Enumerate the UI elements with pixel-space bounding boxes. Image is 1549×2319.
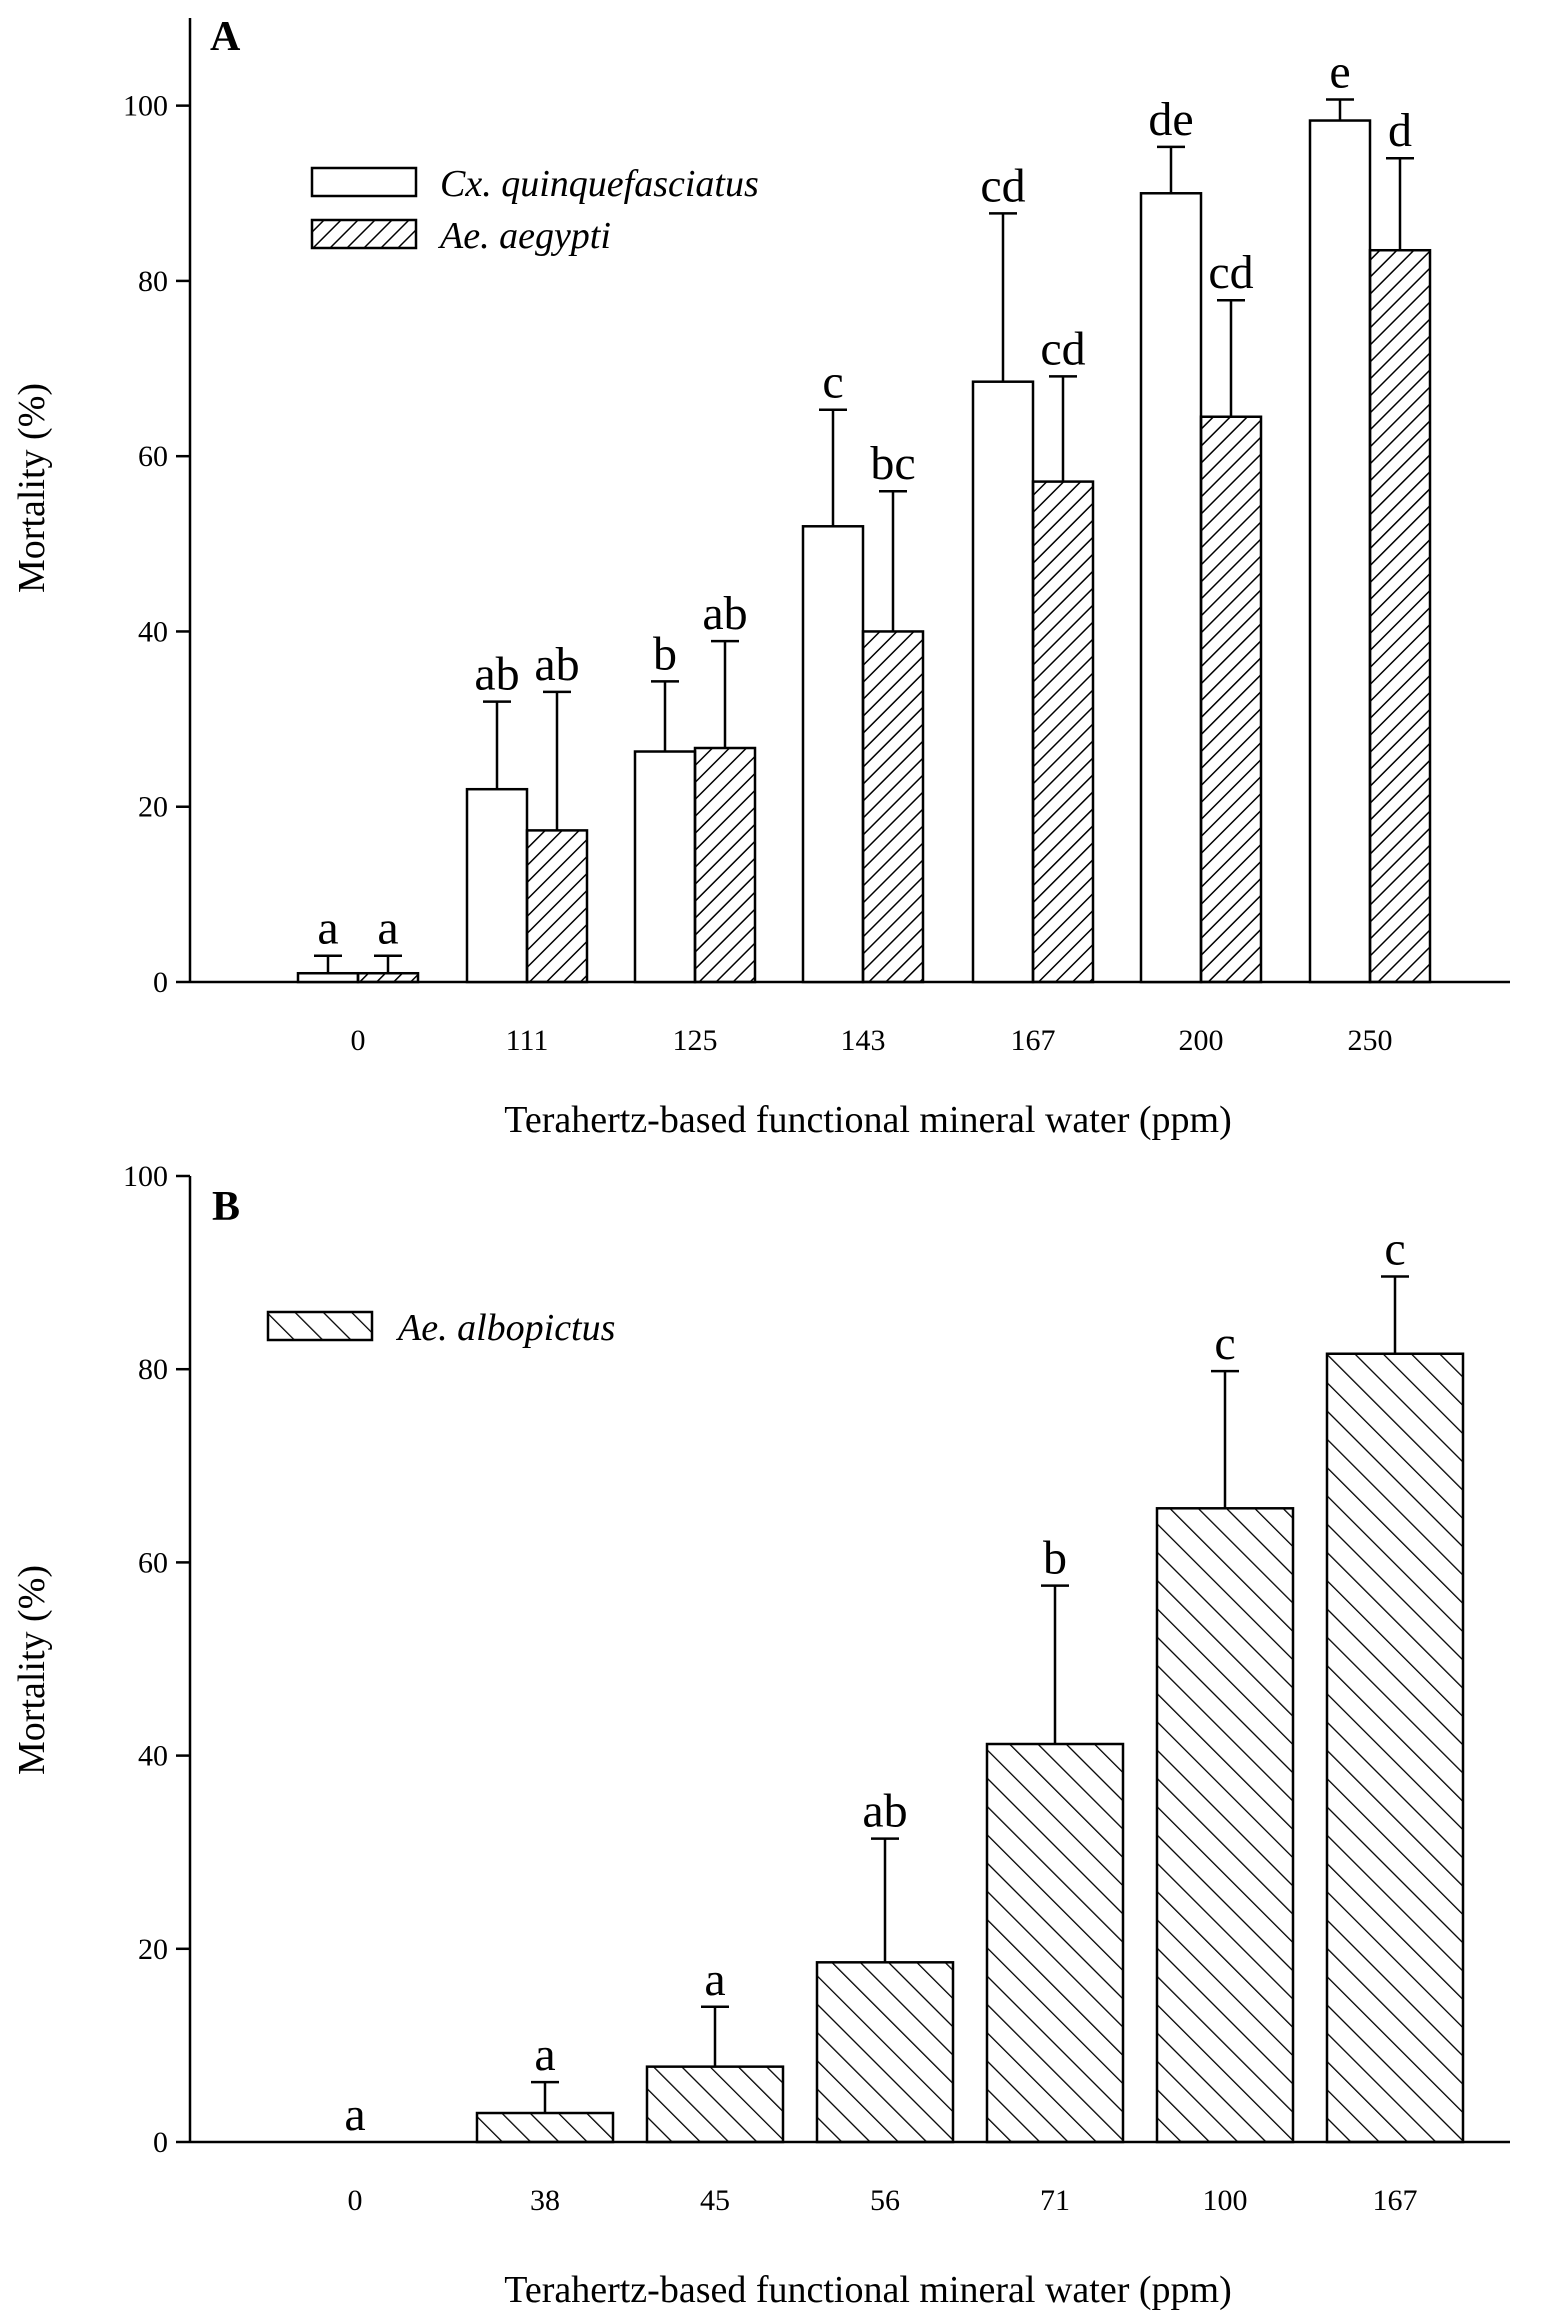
- y-tick-label: 60: [138, 440, 168, 473]
- bar: [1155, 1507, 1295, 2144]
- bar: [465, 787, 529, 984]
- panel-a-letter: A: [210, 14, 241, 60]
- panel-a-chart: A Mortality (%) Terahertz-based function…: [11, 14, 1510, 1141]
- bar: [815, 1961, 955, 2144]
- y-tick-label: 20: [138, 1933, 168, 1966]
- x-tick-label: 45: [700, 2184, 730, 2217]
- bar: [525, 829, 589, 984]
- x-tick-label: 200: [1179, 1024, 1224, 1057]
- x-tick-label: 0: [351, 1024, 366, 1057]
- significance-label: bc: [870, 437, 915, 490]
- x-tick-label: 167: [1011, 1024, 1056, 1057]
- significance-label: c: [1214, 1317, 1235, 1370]
- y-tick-label: 60: [138, 1546, 168, 1579]
- panel-b-chart: B Mortality (%) Terahertz-based function…: [11, 1160, 1510, 2311]
- y-tick-label: 100: [123, 1160, 168, 1193]
- bar: [801, 525, 865, 984]
- significance-label: cd: [980, 159, 1025, 212]
- bar: [296, 971, 360, 984]
- significance-label: de: [1148, 93, 1193, 146]
- panel-a-legend: Cx. quinquefasciatus Ae. aegypti: [310, 163, 759, 257]
- significance-label: b: [1043, 1532, 1067, 1585]
- panel-b-legend: Ae. albopictus: [266, 1307, 615, 1349]
- y-tick-label: 0: [153, 2126, 168, 2159]
- x-tick-label: 143: [841, 1024, 886, 1057]
- significance-label: a: [344, 2088, 365, 2141]
- x-tick-label: 100: [1203, 2184, 1248, 2217]
- x-tick-label: 111: [506, 1024, 549, 1057]
- bar: [356, 971, 420, 984]
- significance-label: cd: [1040, 322, 1085, 375]
- significance-label: cd: [1208, 246, 1253, 299]
- y-tick-label: 40: [138, 615, 168, 648]
- significance-label: c: [1384, 1222, 1405, 1275]
- bar: [645, 2065, 785, 2144]
- significance-label: ab: [474, 648, 519, 701]
- bar: [985, 1742, 1125, 2144]
- x-tick-label: 250: [1348, 1024, 1393, 1057]
- significance-label: a: [534, 2028, 555, 2081]
- legend-swatch-ae-albopictus: [266, 1310, 374, 1342]
- bar: [971, 380, 1035, 984]
- y-tick-label: 80: [138, 265, 168, 298]
- x-tick-label: 125: [673, 1024, 718, 1057]
- significance-label: e: [1329, 46, 1350, 99]
- significance-label: a: [704, 1953, 725, 2006]
- bar: [1199, 415, 1263, 984]
- panel-b-letter: B: [212, 1184, 240, 1230]
- x-tick-label: 0: [348, 2184, 363, 2217]
- bar: [693, 746, 757, 984]
- panel-a-y-axis-title: Mortality (%): [11, 383, 53, 593]
- legend-label-ae-albopictus: Ae. albopictus: [395, 1307, 615, 1349]
- bar: [633, 750, 697, 984]
- significance-label: ab: [534, 638, 579, 691]
- x-tick-label: 167: [1373, 2184, 1418, 2217]
- significance-label: a: [377, 902, 398, 955]
- legend-label-ae-aegypti: Ae. aegypti: [437, 215, 611, 257]
- significance-label: d: [1388, 104, 1412, 157]
- panel-b-y-axis-title: Mortality (%): [11, 1565, 53, 1775]
- bar: [1308, 119, 1372, 984]
- x-tick-label: 56: [870, 2184, 900, 2217]
- y-tick-label: 0: [153, 966, 168, 999]
- legend-label-cx-quinquefasciatus: Cx. quinquefasciatus: [440, 163, 759, 205]
- bar: [475, 2111, 615, 2144]
- bar: [861, 630, 925, 984]
- legend-swatch-ae-aegypti: [310, 218, 418, 250]
- y-tick-label: 80: [138, 1353, 168, 1386]
- legend-swatch-cx-quinquefasciatus: [310, 166, 418, 198]
- bar: [1031, 480, 1095, 984]
- bar: [1325, 1352, 1465, 2144]
- y-tick-label: 100: [123, 90, 168, 123]
- significance-label: c: [822, 356, 843, 409]
- significance-label: ab: [702, 587, 747, 640]
- panel-b-x-axis-title: Terahertz-based functional mineral water…: [504, 2269, 1231, 2311]
- x-tick-label: 71: [1040, 2184, 1070, 2217]
- significance-label: b: [653, 627, 677, 680]
- bar: [1139, 192, 1203, 984]
- y-tick-label: 20: [138, 791, 168, 824]
- significance-label: ab: [862, 1785, 907, 1838]
- significance-label: a: [317, 902, 338, 955]
- panel-a-x-axis-title: Terahertz-based functional mineral water…: [504, 1099, 1231, 1141]
- x-tick-label: 38: [530, 2184, 560, 2217]
- y-tick-label: 40: [138, 1740, 168, 1773]
- bar: [1368, 248, 1432, 984]
